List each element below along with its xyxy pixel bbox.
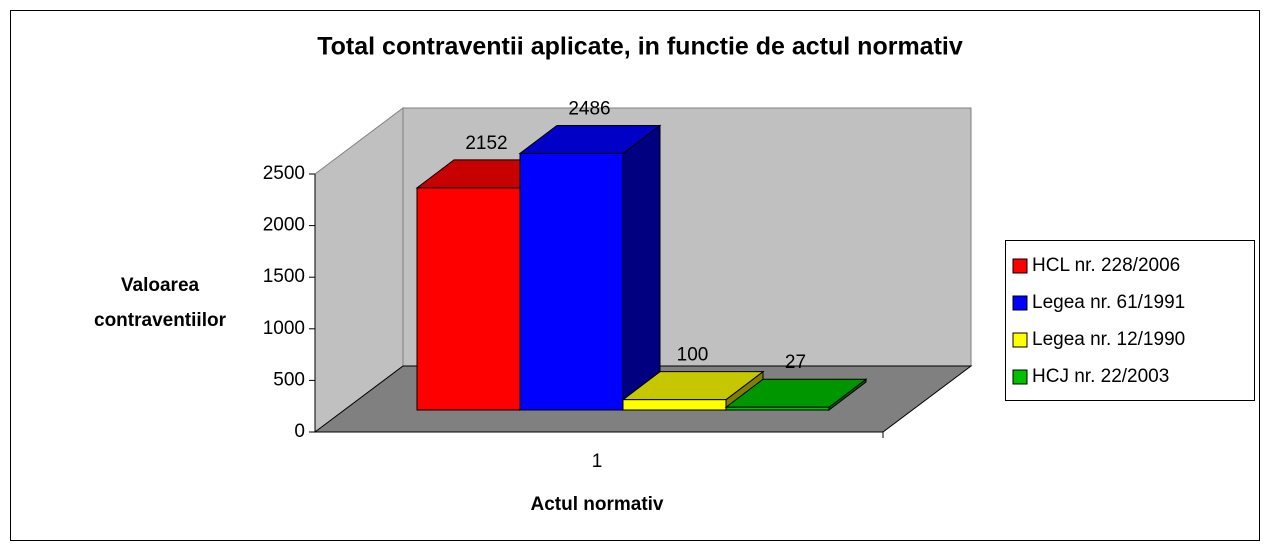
y-axis-title: Valoarea contraventiilor (94, 275, 226, 331)
legend-swatch (1012, 258, 1028, 274)
bar (416, 187, 521, 411)
y-tick-label: 1500 (263, 266, 305, 287)
legend-swatch (1012, 369, 1028, 385)
chart-title: Total contraventii aplicate, in functie … (317, 33, 963, 61)
y-tick-label: 2000 (263, 215, 305, 236)
y-tick-label: 2500 (263, 163, 305, 184)
value-label: 27 (785, 352, 806, 373)
legend-box (1005, 240, 1255, 401)
legend-label: Legea nr. 61/1991 (1032, 292, 1185, 313)
bar-side (622, 124, 661, 412)
y-tick-label: 500 (273, 369, 305, 390)
x-axis-title: Actul normativ (530, 494, 663, 515)
legend-swatch (1012, 332, 1028, 348)
value-label: 2486 (568, 98, 610, 119)
x-tick-label: 1 (592, 451, 603, 472)
y-tick-label: 0 (294, 421, 305, 442)
legend-label: Legea nr. 12/1990 (1032, 329, 1185, 350)
value-label: 100 (677, 345, 709, 366)
bar (622, 399, 727, 411)
legend-label: HCJ nr. 22/2003 (1032, 366, 1169, 387)
value-label: 2152 (465, 133, 507, 154)
bar (519, 152, 624, 411)
legend-label: HCL nr. 228/2006 (1032, 255, 1180, 276)
y-tick-label: 1000 (263, 318, 305, 339)
legend-swatch (1012, 295, 1028, 311)
bar (725, 406, 830, 411)
